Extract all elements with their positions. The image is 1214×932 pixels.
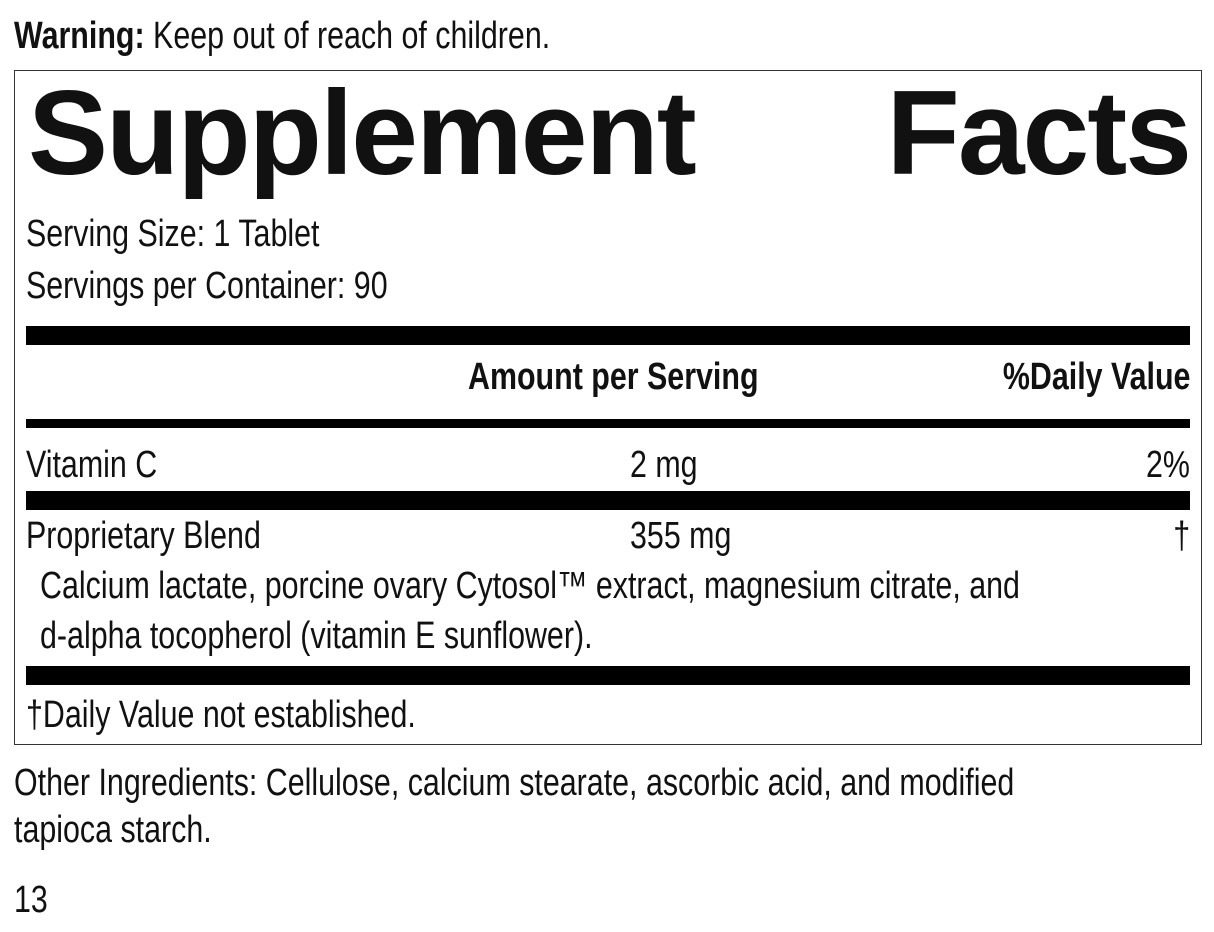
servings-per-container: Servings per Container: 90: [26, 265, 388, 307]
serving-size: Serving Size: 1 Tablet: [26, 213, 320, 255]
facts-panel: [14, 70, 1202, 745]
nutrient-daily-value: 2%: [1146, 444, 1190, 486]
blend-description: d-alpha tocopherol (vitamin E sunflower)…: [40, 615, 593, 657]
divider: [26, 491, 1190, 510]
divider: [26, 666, 1190, 685]
divider: [26, 419, 1190, 428]
nutrient-name: Proprietary Blend: [26, 515, 261, 557]
blend-description: Calcium lactate, porcine ovary Cytosol™ …: [40, 565, 1020, 607]
warning: Warning: Keep out of reach of children.: [14, 16, 550, 56]
nutrient-amount: 2 mg: [630, 444, 698, 486]
nutrient-amount: 355 mg: [630, 515, 732, 557]
warning-label: Warning:: [14, 15, 145, 57]
page-number: 13: [14, 879, 48, 921]
facts-title: Supplement Facts: [28, 66, 1192, 200]
footnote: †Daily Value not established.: [26, 694, 416, 736]
column-header: Amount per Serving: [468, 356, 759, 398]
nutrient-name: Vitamin C: [26, 444, 158, 486]
nutrient-daily-value: †: [1173, 515, 1190, 557]
divider: [26, 326, 1190, 345]
warning-text: Keep out of reach of children.: [153, 15, 551, 57]
column-header: %Daily Value: [1002, 356, 1190, 398]
other-ingredients: tapioca starch.: [14, 809, 212, 851]
other-ingredients: Other Ingredients: Cellulose, calcium st…: [14, 762, 1015, 804]
